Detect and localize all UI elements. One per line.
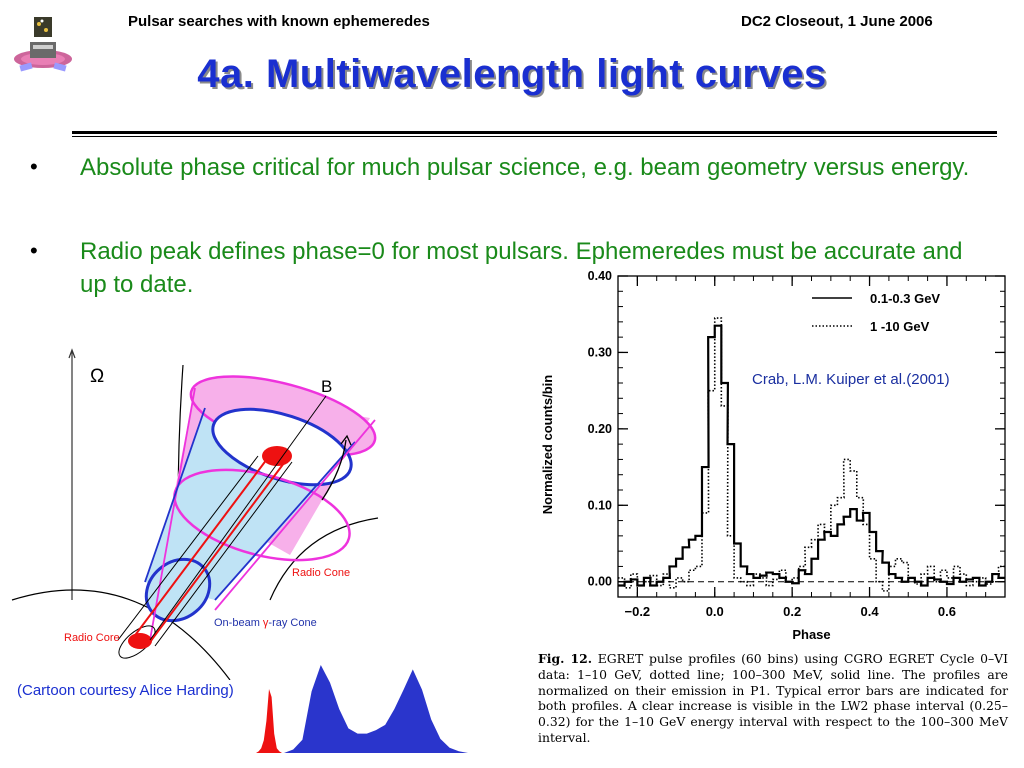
header-right: DC2 Closeout, 1 June 2006 <box>741 13 933 30</box>
y-tick-label: 0.30 <box>588 345 612 359</box>
radio-pulse-area <box>256 689 282 753</box>
bullet-marker: • <box>30 154 38 179</box>
omega-label: Ω <box>90 366 104 387</box>
y-tick-label: 0.00 <box>588 575 612 589</box>
cartoon-credit: (Cartoon courtesy Alice Harding) <box>17 682 234 699</box>
figure-number: Fig. 12. <box>538 651 593 666</box>
bullet-marker: • <box>30 238 38 263</box>
x-tick-label: −0.2 <box>625 604 651 619</box>
radio-cone-label: Radio Cone <box>292 567 350 579</box>
radio-core-label: Radio Core <box>64 632 120 644</box>
y-tick-label: 0.40 <box>588 269 612 283</box>
gamma-pulse-area <box>284 665 468 753</box>
figure-caption-text: EGRET pulse profiles (60 bins) using CGR… <box>538 651 1008 745</box>
pulsar-cartoon: Ω B Radio Cone On-beam γ-ray Cone Radio … <box>0 340 520 681</box>
y-axis-label: Normalized counts/bin <box>540 375 555 514</box>
title-rule <box>72 131 997 134</box>
x-tick-label: 0.4 <box>861 604 880 619</box>
x-tick-label: 0.0 <box>706 604 724 619</box>
title-rule-thin <box>72 136 997 137</box>
x-axis-label: Phase <box>792 627 830 642</box>
crab-label: Crab, L.M. Kuiper et al.(2001) <box>752 371 950 388</box>
egret-chart: −0.2 0.0 0.2 0.4 0.6 0.00 0.10 0.20 0.30 0.40 0.1-… <box>530 262 1020 647</box>
legend-label: 0.1-0.3 GeV <box>870 291 940 306</box>
page-title: 4a. Multiwavelength light curves <box>197 52 827 96</box>
y-tick-label: 0.20 <box>588 422 612 436</box>
plot-frame <box>617 275 1006 598</box>
x-tick-label: 0.2 <box>783 604 801 619</box>
figure-caption: Fig. 12. EGRET pulse profiles (60 bins) … <box>538 651 1008 746</box>
y-tick-label: 0.10 <box>588 498 612 512</box>
series-line-2 <box>618 317 1005 592</box>
gamma-cone-label: On-beam γ-ray Cone <box>214 617 317 629</box>
header-left: Pulsar searches with known ephemeredes <box>128 13 430 30</box>
bullet-text: Radio peak defines phase=0 for most puls… <box>80 238 963 298</box>
bullet-text: Absolute phase critical for much pulsar … <box>80 154 970 181</box>
mini-lightcurve <box>254 658 474 758</box>
legend-label: 1 -10 GeV <box>870 319 930 334</box>
x-tick-label: 0.6 <box>938 604 956 619</box>
b-label: B <box>321 377 332 396</box>
logo-icon <box>12 12 74 82</box>
